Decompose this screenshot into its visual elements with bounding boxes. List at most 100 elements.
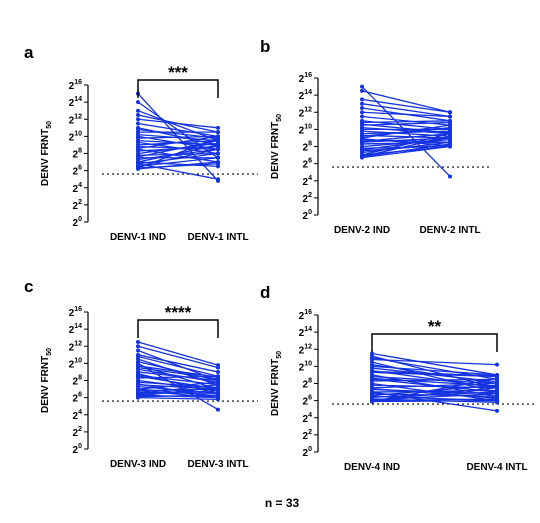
paired-line [361, 127, 451, 135]
paired-line [371, 352, 498, 376]
y-tick-label: 24 [73, 409, 83, 422]
data-point-intl [216, 147, 220, 152]
data-point-intl [216, 393, 220, 398]
paired-line [137, 345, 219, 369]
data-point-intl [495, 396, 499, 401]
paired-line [361, 143, 451, 158]
data-point-ind [360, 105, 364, 110]
paired-line [361, 138, 451, 147]
y-tick-label: 22 [73, 426, 83, 439]
data-point-ind [370, 386, 374, 391]
data-point-ind [360, 114, 364, 119]
y-tick-label: 210 [69, 130, 82, 143]
paired-line [137, 163, 219, 180]
paired-series [360, 84, 452, 179]
paired-line [137, 135, 219, 150]
paired-line [137, 341, 219, 366]
y-tick-label: 24 [303, 175, 313, 188]
paired-line [371, 378, 498, 382]
data-point-intl [216, 155, 220, 160]
x-category-label: DENV-3 IND [110, 459, 166, 470]
paired-line [361, 145, 451, 159]
data-point-intl [495, 373, 499, 378]
paired-line [371, 371, 498, 378]
paired-series [136, 339, 220, 412]
y-tick-label: 212 [69, 340, 82, 353]
paired-line [361, 127, 451, 137]
data-point-intl [216, 160, 220, 165]
y-axis-label: DENV FRNT50 [40, 121, 53, 186]
paired-line [137, 118, 219, 129]
chart-panel-c: c 20 22 24 26 28 210 212 214 216 DENV FRNT50 DENV-3… [24, 277, 258, 470]
y-tick-label: 214 [299, 326, 312, 339]
y-tick-label: 216 [69, 79, 82, 92]
paired-line [371, 370, 498, 377]
paired-line [361, 133, 451, 156]
data-point-ind [360, 136, 364, 141]
data-point-intl [495, 391, 499, 396]
y-tick-label: 28 [303, 378, 313, 391]
significance-bracket [137, 79, 219, 98]
data-point-intl [448, 130, 452, 135]
y-tick-label: 212 [299, 106, 312, 119]
data-point-ind [136, 166, 140, 171]
data-point-intl [216, 397, 220, 402]
x-category-label: DENV-1 INTL [187, 232, 248, 243]
data-point-ind [370, 399, 374, 404]
paired-line [371, 387, 498, 399]
y-tick-label: 210 [69, 357, 82, 370]
y-tick-label: 214 [299, 89, 312, 102]
paired-line [137, 157, 219, 167]
y-tick-label: 22 [303, 192, 313, 205]
paired-line [361, 98, 451, 113]
data-point-ind [136, 339, 140, 344]
data-point-intl [448, 125, 452, 130]
x-category-label: DENV-3 INTL [187, 459, 248, 470]
paired-line [137, 394, 219, 398]
panel-letter: b [260, 37, 270, 56]
y-tick-label: 26 [303, 158, 313, 171]
data-point-intl [216, 136, 220, 141]
chart-panel-a: a 20 22 24 26 28 210 212 214 216 DENV FRNT50 DENV-1… [24, 43, 258, 243]
data-point-ind [360, 101, 364, 106]
y-tick-label: 20 [303, 209, 313, 222]
data-point-ind [360, 88, 364, 93]
data-point-intl [495, 384, 499, 389]
y-tick-label: 212 [69, 113, 82, 126]
y-tick-label: 216 [299, 309, 312, 322]
paired-line [137, 396, 219, 400]
paired-line [137, 137, 219, 169]
paired-line [137, 386, 219, 397]
data-point-intl [448, 134, 452, 139]
y-tick-label: 24 [303, 412, 313, 425]
y-tick-label: 214 [69, 96, 82, 109]
data-point-ind [136, 363, 140, 368]
data-point-intl [216, 365, 220, 370]
paired-line [137, 161, 219, 170]
data-point-ind [360, 110, 364, 115]
y-tick-label: 28 [73, 148, 83, 161]
chart-panel-d: d 20 22 24 26 28 210 212 214 216 DENV FRNT50 DENV-4… [260, 283, 537, 473]
paired-line [361, 121, 451, 126]
paired-series [136, 91, 220, 183]
paired-line [137, 365, 219, 378]
paired-line [371, 377, 498, 387]
paired-line [371, 387, 498, 402]
data-point-ind [136, 117, 140, 122]
y-tick-label: 26 [73, 165, 83, 178]
paired-line [137, 122, 219, 138]
panel-letter: c [24, 277, 33, 296]
paired-line [137, 148, 219, 161]
data-point-intl [216, 375, 220, 380]
paired-line [137, 110, 219, 142]
y-tick-label: 22 [303, 429, 313, 442]
data-point-ind [136, 100, 140, 105]
data-point-ind [360, 84, 364, 89]
paired-line [137, 384, 219, 394]
data-point-ind [360, 155, 364, 160]
data-point-intl [448, 110, 452, 115]
paired-line [137, 135, 219, 139]
paired-line [137, 381, 219, 390]
data-point-intl [216, 369, 220, 374]
paired-line [361, 137, 451, 143]
